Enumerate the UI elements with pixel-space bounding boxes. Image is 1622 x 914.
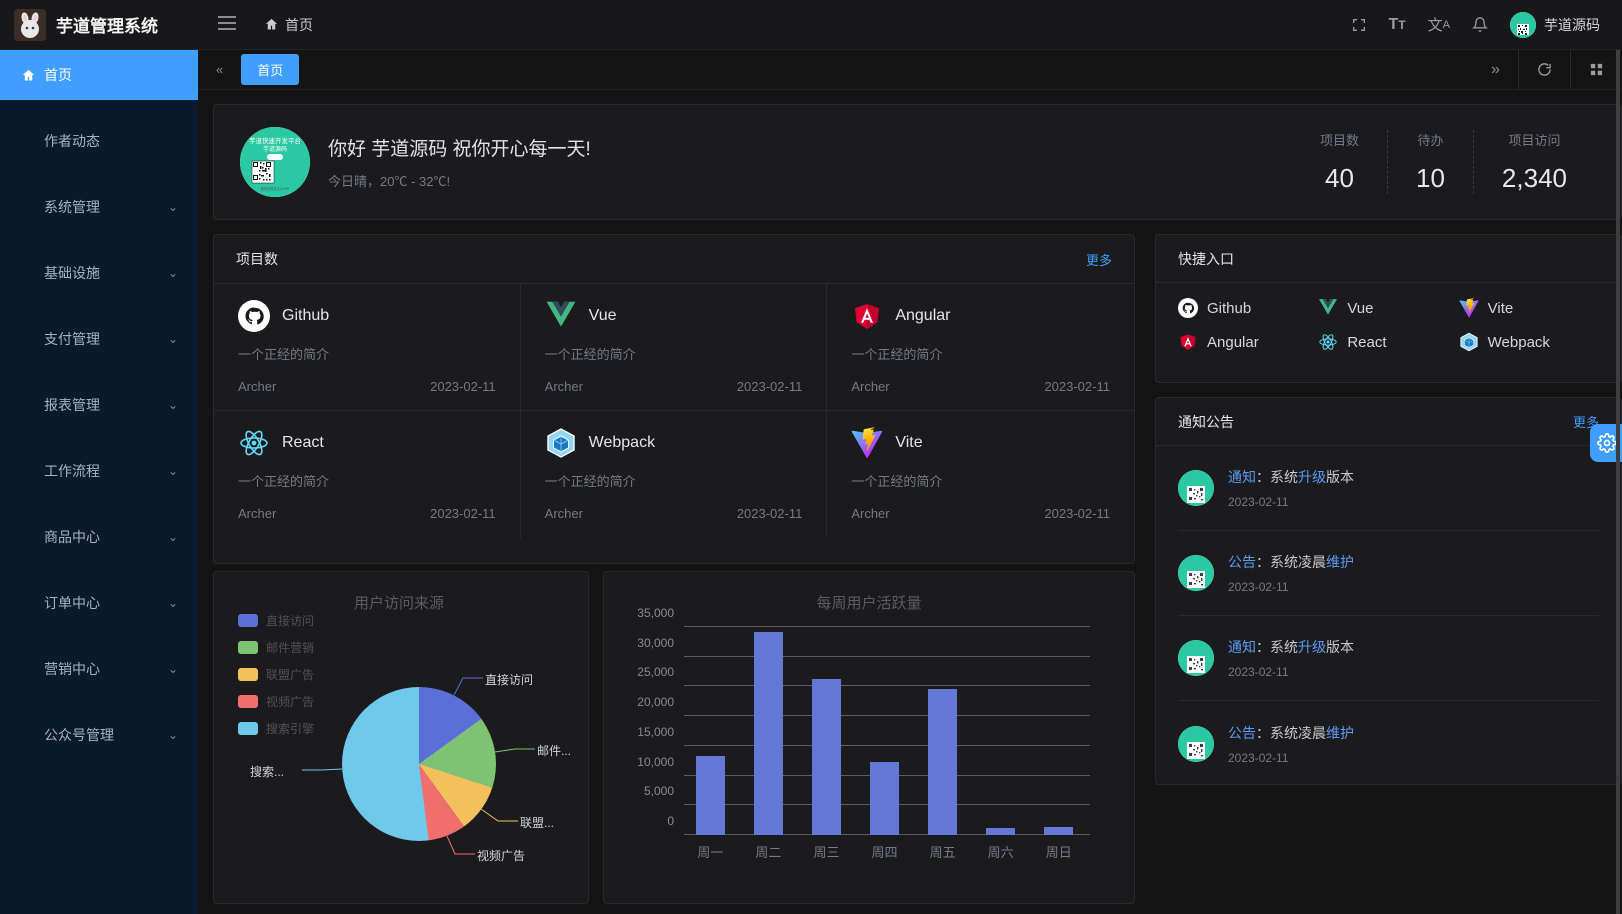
svg-text:芋道快速开发平台: 芋道快速开发平台: [249, 136, 301, 145]
svg-text:微信扫码关注公众号: 微信扫码关注公众号: [261, 186, 290, 191]
svg-text:芋道源码: 芋道源码: [263, 145, 287, 153]
